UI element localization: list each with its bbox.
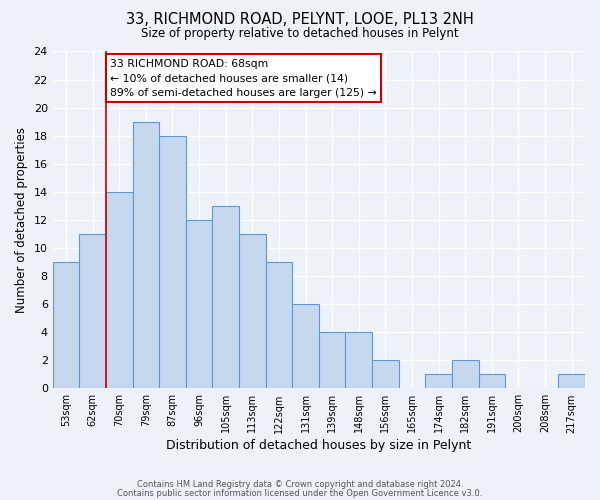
- Bar: [346, 332, 372, 388]
- Text: Size of property relative to detached houses in Pelynt: Size of property relative to detached ho…: [141, 28, 459, 40]
- Bar: [106, 192, 133, 388]
- X-axis label: Distribution of detached houses by size in Pelynt: Distribution of detached houses by size …: [166, 440, 472, 452]
- Text: Contains public sector information licensed under the Open Government Licence v3: Contains public sector information licen…: [118, 489, 482, 498]
- Bar: [452, 360, 479, 388]
- Bar: [79, 234, 106, 388]
- Bar: [239, 234, 266, 388]
- Bar: [159, 136, 186, 388]
- Bar: [186, 220, 212, 388]
- Bar: [133, 122, 159, 388]
- Text: 33, RICHMOND ROAD, PELYNT, LOOE, PL13 2NH: 33, RICHMOND ROAD, PELYNT, LOOE, PL13 2N…: [126, 12, 474, 28]
- Bar: [212, 206, 239, 388]
- Text: 33 RICHMOND ROAD: 68sqm
← 10% of detached houses are smaller (14)
89% of semi-de: 33 RICHMOND ROAD: 68sqm ← 10% of detache…: [110, 58, 377, 98]
- Bar: [319, 332, 346, 388]
- Bar: [53, 262, 79, 388]
- Bar: [266, 262, 292, 388]
- Bar: [425, 374, 452, 388]
- Bar: [559, 374, 585, 388]
- Bar: [372, 360, 398, 388]
- Bar: [292, 304, 319, 388]
- Bar: [479, 374, 505, 388]
- Text: Contains HM Land Registry data © Crown copyright and database right 2024.: Contains HM Land Registry data © Crown c…: [137, 480, 463, 489]
- Y-axis label: Number of detached properties: Number of detached properties: [15, 127, 28, 313]
